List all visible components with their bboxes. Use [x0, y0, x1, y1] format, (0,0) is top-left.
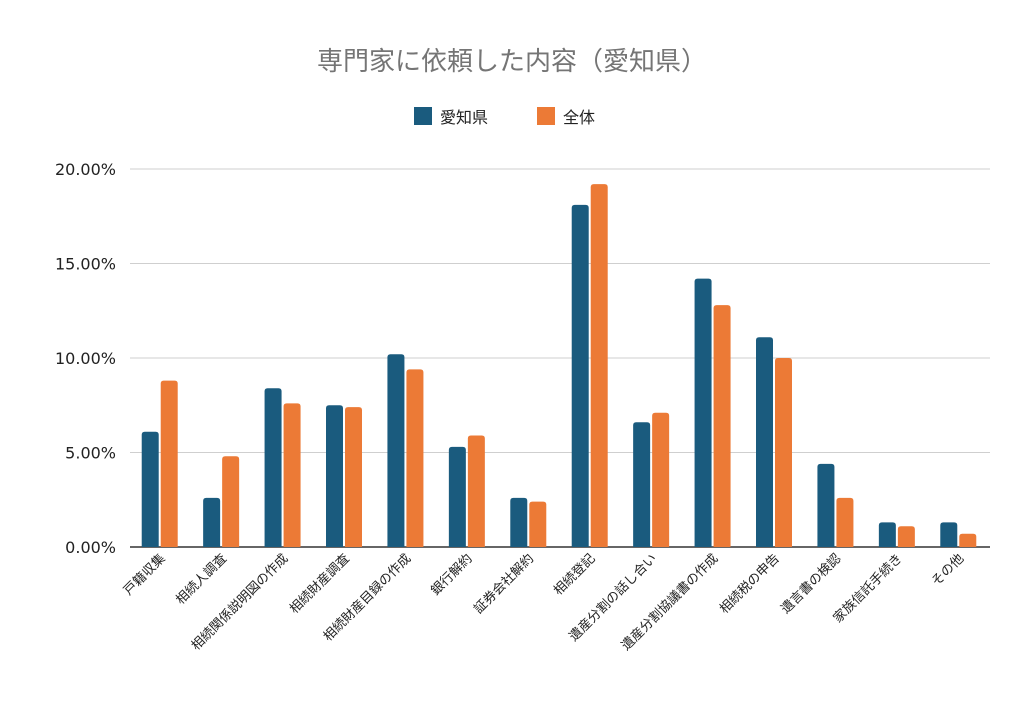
- chart-title: 専門家に依頼した内容（愛知県）: [317, 47, 707, 77]
- bar-aichi-13: [940, 522, 958, 547]
- bar-all-2: [283, 403, 301, 547]
- legend-label-aichi: 愛知県: [440, 108, 488, 127]
- legend-swatch-all: [537, 107, 555, 125]
- bar-aichi-6: [510, 497, 528, 547]
- y-tick-label: 20.00%: [55, 160, 116, 179]
- y-tick-label: 10.00%: [55, 349, 116, 368]
- bar-all-7: [590, 184, 608, 547]
- bar-all-1: [222, 456, 240, 547]
- bar-all-6: [529, 501, 547, 547]
- y-tick-label: 0.00%: [65, 538, 116, 557]
- bar-all-9: [713, 305, 731, 547]
- bar-all-13: [959, 533, 977, 547]
- bar-all-10: [775, 358, 792, 547]
- bar-aichi-8: [633, 422, 651, 547]
- bar-aichi-3: [326, 405, 343, 547]
- x-tick-label: 相続登記: [550, 551, 598, 599]
- legend: 愛知県 全体: [414, 107, 595, 127]
- bar-all-0: [160, 380, 178, 547]
- bar-aichi-11: [817, 463, 835, 547]
- x-tick-label: 証券会社解約: [471, 551, 537, 617]
- bar-all-3: [345, 407, 362, 547]
- x-tick-label: 戸籍収集: [120, 551, 168, 599]
- bar-aichi-7: [571, 204, 589, 547]
- bar-aichi-10: [756, 337, 773, 547]
- bar-all-5: [467, 435, 485, 547]
- y-tick-label: 5.00%: [65, 444, 116, 463]
- bar-all-4: [406, 369, 424, 547]
- x-tick-label: 相続財産調査: [286, 551, 352, 617]
- legend-swatch-aichi: [414, 107, 432, 125]
- bar-all-8: [652, 412, 670, 547]
- x-tick-label: その他: [929, 551, 967, 589]
- x-tick-label: 銀行解約: [428, 551, 475, 598]
- bar-aichi-4: [387, 354, 405, 547]
- bar-all-11: [836, 497, 854, 547]
- bar-aichi-12: [878, 522, 896, 547]
- bar-aichi-1: [203, 497, 221, 547]
- x-tick-label: 遺言書の検認: [778, 551, 844, 617]
- bar-aichi-9: [694, 278, 712, 547]
- bar-aichi-5: [448, 446, 466, 547]
- bar-aichi-0: [141, 431, 159, 547]
- bar-aichi-2: [264, 388, 282, 547]
- x-tick-label: 相続税の申告: [717, 551, 783, 617]
- y-tick-label: 15.00%: [55, 255, 116, 274]
- legend-label-all: 全体: [563, 108, 595, 127]
- x-tick-label: 相続人調査: [173, 551, 230, 608]
- bar-all-12: [897, 526, 915, 547]
